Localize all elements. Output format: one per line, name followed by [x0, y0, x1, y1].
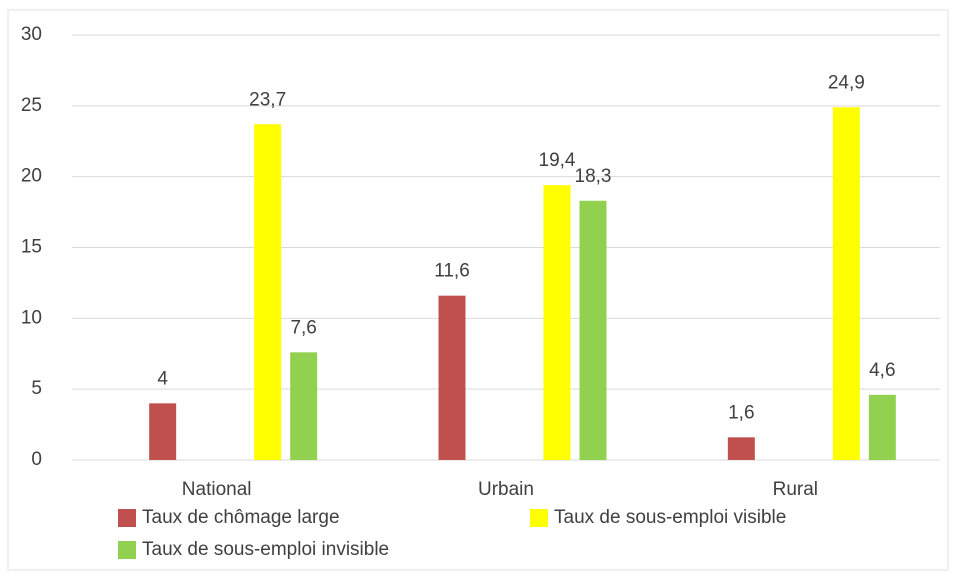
- y-tick-label: 25: [21, 95, 42, 116]
- x-tick-label: Urbain: [478, 479, 534, 500]
- legend-label: Taux de sous-emploi invisible: [142, 539, 389, 560]
- bar: [832, 107, 860, 460]
- legend-swatch: [118, 541, 136, 559]
- bar: [149, 403, 177, 460]
- data-label: 18,3: [575, 166, 612, 187]
- data-label: 4,6: [869, 360, 895, 381]
- y-tick-label: 0: [31, 449, 42, 470]
- legend-label: Taux de chômage large: [142, 507, 340, 528]
- y-tick-label: 15: [21, 237, 42, 258]
- data-label: 23,7: [249, 89, 286, 110]
- bar: [579, 200, 607, 460]
- data-label: 4: [157, 368, 168, 389]
- x-tick-label: National: [182, 479, 252, 500]
- y-tick-label: 5: [31, 378, 42, 399]
- data-label: 1,6: [728, 402, 754, 423]
- bar: [727, 437, 755, 460]
- legend-swatch: [530, 509, 548, 527]
- bar: [438, 295, 466, 460]
- bar: [543, 185, 571, 460]
- chart-border: [7, 9, 949, 571]
- bar: [868, 394, 896, 460]
- data-label: 11,6: [434, 261, 470, 282]
- data-label: 7,6: [290, 317, 316, 338]
- y-tick-label: 20: [21, 166, 42, 187]
- legend-label: Taux de sous-emploi visible: [554, 507, 786, 528]
- data-label: 19,4: [539, 150, 576, 171]
- bar: [254, 124, 282, 460]
- bar: [290, 352, 318, 460]
- legend-swatch: [118, 509, 136, 527]
- data-label: 24,9: [828, 72, 865, 93]
- y-tick-label: 10: [21, 307, 42, 328]
- y-tick-label: 30: [21, 24, 42, 45]
- x-tick-label: Rural: [773, 479, 818, 500]
